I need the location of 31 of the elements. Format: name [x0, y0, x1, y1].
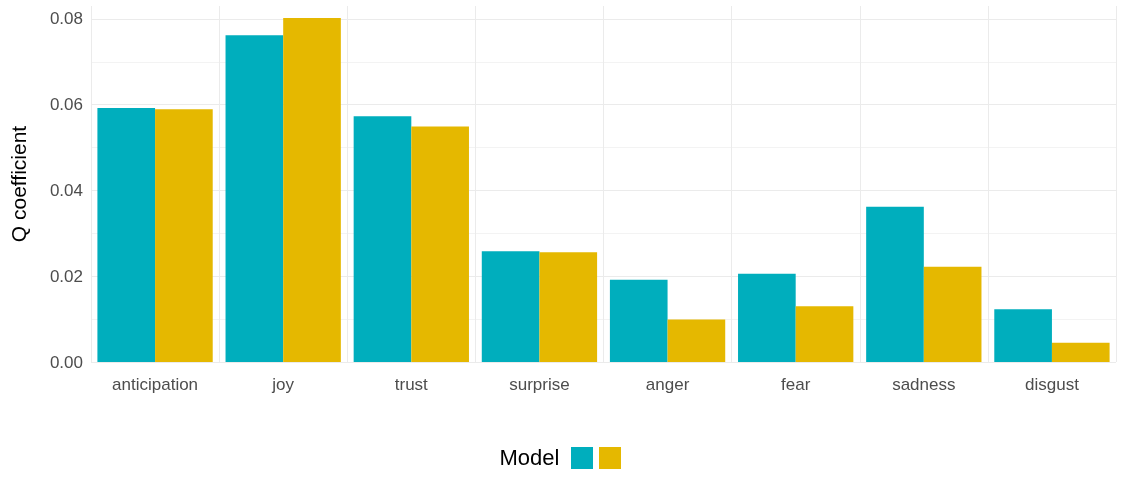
x-tick-label: sadness: [892, 375, 956, 394]
y-tick-label: 0.06: [49, 95, 83, 115]
x-tick-label: anger: [645, 375, 690, 394]
x-tick-label: disgust: [1025, 375, 1080, 394]
bar: [97, 108, 156, 362]
bar: [609, 279, 668, 362]
x-tick-label: fear: [781, 375, 811, 394]
bar: [283, 18, 341, 362]
y-tick-label: 0.02: [49, 266, 83, 286]
x-tick-label: trust: [394, 375, 429, 394]
y-tick-label: 0.08: [49, 9, 83, 29]
bar: [866, 206, 924, 362]
bar: [411, 126, 469, 362]
y-tick-label: 0.04: [49, 180, 83, 200]
bar: [155, 109, 213, 362]
bar: [225, 35, 284, 362]
y-axis-title: Q coefficient: [7, 125, 30, 243]
bar: [353, 116, 412, 362]
bar: [667, 319, 726, 362]
bar: [539, 252, 598, 362]
bar: [795, 306, 854, 362]
bar: [1051, 342, 1110, 362]
bar: [994, 309, 1052, 362]
x-tick-label: anticipation: [112, 375, 199, 394]
bar: [481, 251, 540, 362]
legend-title: Model: [499, 445, 560, 471]
y-tick-label: 0.00: [49, 352, 83, 372]
x-tick-label: joy: [271, 375, 295, 394]
bar: [923, 266, 982, 362]
bar: [738, 273, 796, 362]
x-tick-label: surprise: [509, 375, 570, 394]
